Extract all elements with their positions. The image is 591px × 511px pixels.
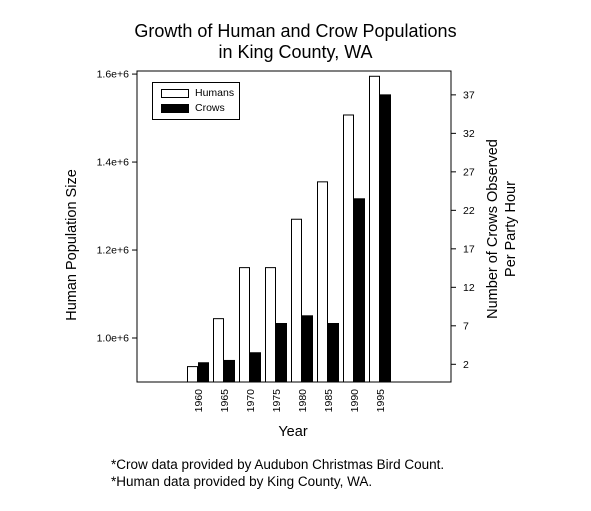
right-tick-label: 32 [463, 128, 475, 140]
legend: Humans Crows [152, 82, 240, 120]
footnote-crow-source: *Crow data provided by Audubon Christmas… [111, 457, 445, 472]
x-tick-label-1975: 1975 [271, 389, 283, 413]
bar-humans-1960 [187, 366, 198, 383]
bar-humans-1985 [317, 181, 328, 383]
right-tick-label: 2 [463, 359, 469, 371]
legend-item-crows: Crows [161, 102, 225, 114]
x-tick-label-1960: 1960 [193, 389, 205, 413]
bar-humans-1970 [239, 267, 250, 383]
bar-humans-1980 [291, 218, 302, 383]
bar-humans-1995 [369, 75, 380, 383]
chart-title-line2: in King County, WA [218, 42, 373, 62]
legend-label-crows: Crows [195, 102, 225, 114]
left-tick-label: 1.2e+6 [97, 245, 130, 257]
x-tick-label-1980: 1980 [297, 389, 309, 413]
bar-humans-1975 [265, 267, 276, 383]
bar-crows-1980 [302, 315, 313, 383]
left-axis-label: Human Population Size [64, 169, 80, 321]
x-tick-label-1965: 1965 [219, 389, 231, 413]
right-tick-label: 27 [463, 166, 475, 178]
legend-label-humans: Humans [195, 87, 235, 99]
right-tick-label: 22 [463, 205, 475, 217]
right-tick-label: 37 [463, 89, 475, 101]
left-axis-ticks: 1.0e+6 1.2e+6 1.4e+6 1.6e+6 [97, 69, 137, 345]
bar-crows-1975 [276, 322, 287, 383]
x-axis-label: Year [278, 424, 308, 440]
left-tick-label: 1.4e+6 [97, 157, 130, 169]
bar-crows-1985 [328, 322, 339, 383]
right-axis-label-line1: Number of Crows Observed [485, 139, 501, 319]
left-tick-label: 1.0e+6 [97, 333, 130, 345]
legend-swatch-humans [161, 88, 189, 98]
x-axis-ticks: 1960 1965 1970 1975 1980 1985 1990 1995 [193, 389, 387, 413]
bar-crows-1995 [380, 94, 391, 383]
bar-crows-1965 [224, 359, 235, 383]
x-tick-label-1970: 1970 [245, 389, 257, 413]
bar-humans-1990 [343, 114, 354, 383]
right-axis-label-line2: Per Party Hour [503, 181, 519, 277]
right-tick-label: 12 [463, 282, 475, 294]
bar-crows-1960 [198, 362, 209, 383]
x-tick-label-1985: 1985 [323, 389, 335, 413]
x-tick-label-1990: 1990 [349, 389, 361, 413]
left-tick-label: 1.6e+6 [97, 69, 130, 81]
bars-group [187, 75, 391, 383]
footnote-human-source: *Human data provided by King County, WA. [111, 474, 373, 489]
bar-humans-1965 [213, 318, 224, 383]
legend-swatch-crows [161, 103, 189, 113]
right-axis-label: Number of Crows Observed Per Party Hour [484, 109, 520, 349]
bar-crows-1990 [354, 198, 365, 383]
x-tick-label-1995: 1995 [375, 389, 387, 413]
legend-item-humans: Humans [161, 87, 234, 99]
bar-crows-1970 [250, 352, 261, 383]
right-tick-label: 7 [463, 320, 469, 332]
chart-title-line1: Growth of Human and Crow Populations [134, 21, 457, 41]
right-tick-label: 17 [463, 243, 475, 255]
